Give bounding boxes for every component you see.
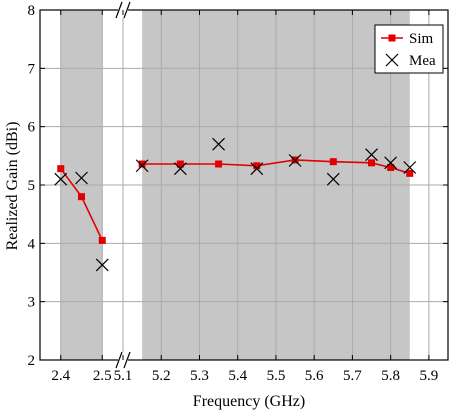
axis-break-mark [123, 1, 131, 19]
series-layer [54, 137, 417, 272]
mea-point-stroke [250, 162, 264, 176]
sim-point [329, 158, 337, 166]
sim-point [57, 165, 65, 173]
legend-label: Sim [409, 31, 434, 47]
sim-point [406, 169, 414, 177]
mea-point-stroke [173, 162, 187, 176]
tick-labels: 2 3 4 5 6 7 8 2.4 2.5 5.1 5.2 5.3 5.4 5.5 5.6 5.7 5.8 5.9 [28, 3, 439, 384]
x-tick-label: 5.6 [305, 368, 324, 384]
mea-point-stroke [326, 172, 340, 186]
y-tick-label: 8 [28, 3, 36, 19]
sim-point [253, 162, 261, 170]
mea-point [135, 159, 149, 173]
legend-sim-marker [388, 34, 396, 42]
y-tick-label: 2 [28, 353, 36, 369]
x-tick-label: 5.3 [190, 368, 209, 384]
axis-break-mark [115, 351, 123, 369]
mea-point-stroke [403, 161, 417, 174]
sim-point [368, 159, 376, 167]
mea-point-stroke [95, 258, 109, 272]
mea-point-stroke [135, 159, 149, 173]
legend-mea-marker [385, 53, 399, 67]
x-tick-label: 5.2 [152, 368, 171, 384]
legend-label: Mea [409, 53, 436, 69]
x-tick-label: 5.7 [343, 368, 362, 384]
mea-point [212, 137, 226, 151]
y-tick-label: 7 [28, 61, 36, 77]
legend: Sim Mea [374, 24, 444, 74]
y-tick-label: 3 [28, 295, 36, 311]
mea-point [75, 171, 88, 185]
x-tick-label: 5.1 [114, 368, 133, 384]
x-tick-label: 5.5 [267, 368, 286, 384]
x-tick-label: 5.9 [420, 368, 439, 384]
mea-point [95, 258, 109, 272]
mea-point-stroke [288, 154, 302, 167]
mea-point [250, 162, 264, 176]
mea-point [403, 161, 417, 174]
x-tick-label: 2.5 [93, 368, 112, 384]
axis-break-mark [123, 351, 131, 369]
sim-point [78, 193, 85, 201]
sim-point [176, 160, 184, 168]
sim-point [138, 160, 146, 168]
mea-point [365, 148, 378, 162]
mea-point [288, 154, 302, 167]
mea-point [326, 172, 340, 186]
axis-break-mark [115, 1, 123, 19]
mea-point [173, 162, 187, 176]
x-tick-label: 5.8 [381, 368, 400, 384]
mea-point [54, 172, 68, 186]
y-axis-title: Realized Gain (dBi) [4, 122, 21, 251]
y-tick-label: 4 [28, 236, 36, 252]
mea-point-stroke [75, 171, 88, 185]
mea-point [384, 156, 398, 170]
mea-point-stroke [54, 172, 68, 186]
mea-point-stroke [212, 137, 226, 151]
y-tick-label: 6 [28, 120, 36, 136]
sim-point [215, 160, 223, 168]
x-axis-title: Frequency (GHz) [193, 393, 305, 410]
mea-point-stroke [365, 148, 378, 162]
mea-point-stroke [384, 156, 398, 170]
plot-frame [39, 1, 449, 369]
sim-point [98, 236, 106, 244]
x-tick-label: 2.4 [51, 368, 70, 384]
x-tick-label: 5.4 [228, 368, 247, 384]
sim-point [387, 164, 395, 171]
y-tick-label: 5 [28, 178, 36, 194]
